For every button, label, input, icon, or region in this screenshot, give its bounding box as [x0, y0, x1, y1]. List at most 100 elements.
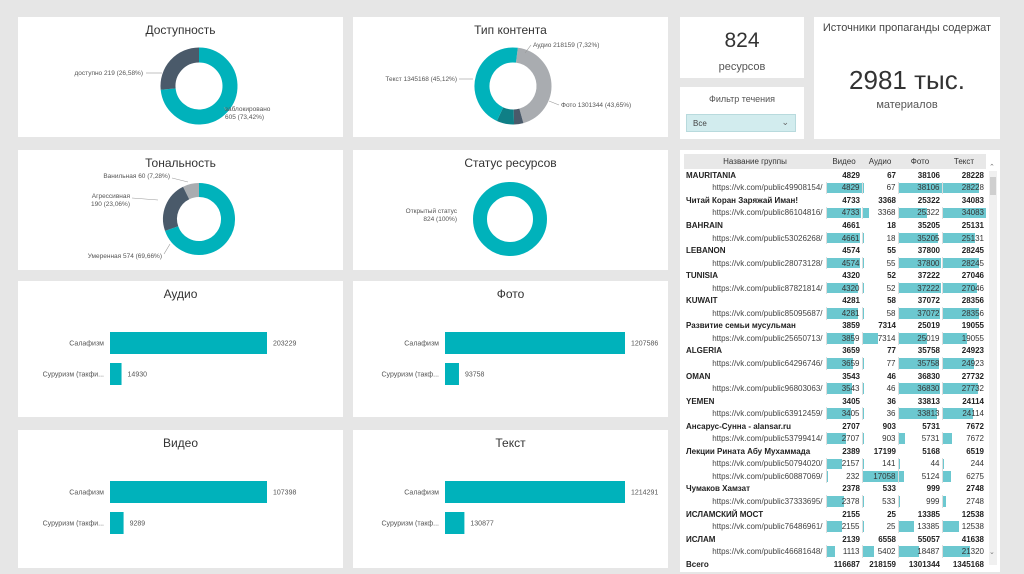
cell-name: Ансарус-Сунна - alansar.ru — [686, 421, 791, 431]
table-row-url[interactable]: https://vk.com/public50794020/2157 141 44 2… — [684, 457, 986, 471]
groups-table[interactable]: Название группы Видео Аудио Фото Текст M… — [684, 154, 986, 571]
cell-text: 19055 — [961, 321, 984, 331]
resource-status-donut[interactable]: Открытый статус 824 (100%) — [353, 150, 668, 270]
data-bar — [899, 546, 920, 557]
table-row-group[interactable]: Лекции Рината Абу Мухаммада 2389 17199 5168… — [684, 445, 986, 458]
bar-0[interactable] — [445, 481, 625, 503]
bar-card-audio[interactable]: Аудио Салафизм 203229 Суруризм (такфи... 14… — [18, 281, 343, 417]
resource-status-card[interactable]: Статус ресурсов Открытый статус 824 (100… — [353, 150, 668, 270]
table-row-url[interactable]: https://vk.com/public49908154/4829 67 3810… — [684, 181, 986, 195]
cell-value: 1113 — [842, 547, 860, 557]
slice-available[interactable] — [160, 47, 200, 90]
scroll-up-icon[interactable]: ⌃ — [989, 164, 995, 171]
table-row-url[interactable]: https://vk.com/public28073128/4574 55 3780… — [684, 256, 986, 270]
scrollbar-thumb[interactable] — [990, 177, 996, 195]
cell-audio: 533 — [861, 495, 898, 508]
col-header-audio[interactable]: Аудио — [862, 154, 898, 169]
slice-vanilla[interactable] — [183, 183, 200, 200]
cell-audio: 7314 — [878, 321, 896, 331]
table-row-url[interactable]: https://vk.com/public37333695/2378 533 999… — [684, 495, 986, 508]
table-row-group[interactable]: ИСЛАМ 2139 6558 55057 41638 — [684, 533, 986, 546]
bar-0[interactable] — [110, 332, 267, 354]
table-row-group[interactable]: OMAN 3543 46 36830 27732 — [684, 370, 986, 383]
cell-value: 4733 — [841, 208, 860, 218]
cell-value: 2155 — [841, 522, 860, 532]
content-type-card[interactable]: Тип контента Аудио 218159 (7,32%) Текст … — [353, 17, 668, 137]
table-row-url[interactable]: https://vk.com/public96803063/3543 46 3683… — [684, 382, 986, 395]
table-row-group[interactable]: MAURITANIA 4829 67 38106 28228 — [684, 169, 986, 182]
bar-0[interactable] — [445, 332, 625, 354]
availability-label-available: доступно 219 (26,58%) — [74, 70, 143, 77]
col-header-video[interactable]: Видео — [826, 154, 862, 169]
bar-1[interactable] — [110, 363, 122, 385]
table-row-group[interactable]: Ансарус-Сунна - alansar.ru 2707 903 5731 767… — [684, 420, 986, 433]
slice-audio[interactable] — [496, 107, 515, 125]
table-row-group[interactable]: Развитие семьи мусульман 3859 7314 25019 190… — [684, 320, 986, 333]
table-row-url[interactable]: https://vk.com/public85095687/4281 58 3707… — [684, 307, 986, 320]
bar-1[interactable] — [445, 512, 465, 534]
table-row-url[interactable]: https://vk.com/public76486961/2155 25 1338… — [684, 520, 986, 533]
bar-value-label: 9289 — [130, 521, 146, 528]
slicer-dropdown[interactable]: Все ⌄ — [686, 114, 796, 132]
table-row-url[interactable]: https://vk.com/public60887069/232 17058 51… — [684, 470, 986, 483]
table-row-url[interactable]: https://vk.com/public46681648/1113 5402 18… — [684, 545, 986, 558]
table-row-url[interactable]: https://vk.com/public25650713/3859 7314 25… — [684, 332, 986, 345]
bar-1[interactable] — [110, 512, 124, 534]
slice-blocked[interactable] — [160, 47, 238, 125]
bar-card-video[interactable]: Видео Салафизм 107398 Суруризм (такфи... 92… — [18, 430, 343, 568]
kpi-sources-card: Источники пропаганды содержат 2981 тыс. … — [814, 17, 1000, 139]
scroll-down-icon[interactable]: ⌄ — [989, 549, 995, 556]
bar-card-text[interactable]: Текст Салафизм 1214291 Суруризм (такф... 13… — [353, 430, 668, 568]
slice-moderate[interactable] — [165, 183, 235, 255]
slice-video[interactable] — [513, 108, 524, 125]
bar-chart-text[interactable]: Салафизм 1214291 Суруризм (такф... 130877 — [353, 430, 668, 568]
bar-chart-video[interactable]: Салафизм 107398 Суруризм (такфи... 9289 — [18, 430, 343, 568]
col-header-photo[interactable]: Фото — [898, 154, 942, 169]
tonality-donut[interactable]: Ванильная 60 (7,28%) Агрессивная 190 (23… — [18, 150, 343, 270]
bar-chart-photo[interactable]: Салафизм 1207586 Суруризм (такф... 93758 — [353, 281, 668, 417]
data-bar — [863, 257, 864, 269]
cell-photo: 35205 — [897, 231, 942, 245]
table-header-row: Название группы Видео Аудио Фото Текст — [684, 154, 986, 169]
col-header-text[interactable]: Текст — [942, 154, 986, 169]
availability-card[interactable]: Доступность доступно 219 (26,58%) заблок… — [18, 17, 343, 137]
content-type-donut[interactable]: Аудио 218159 (7,32%) Текст 1345168 (45,1… — [353, 17, 668, 137]
tonality-card[interactable]: Тональность Ванильная 60 (7,28%) Агресси… — [18, 150, 343, 270]
slice-open[interactable] — [473, 182, 547, 256]
table-row-url[interactable]: https://vk.com/public64296746/3659 77 3575… — [684, 357, 986, 370]
table-row-group[interactable]: LEBANON 4574 55 37800 28245 — [684, 244, 986, 257]
table-row-group[interactable]: ALGERIA 3659 77 35758 24923 — [684, 345, 986, 358]
cell-value: 28245 — [961, 258, 984, 268]
table-row-group[interactable]: BAHRAIN 4661 18 35205 25131 — [684, 219, 986, 232]
slice-text[interactable] — [474, 47, 518, 121]
table-row-group[interactable]: ИСЛАМСКИЙ МОСТ 2155 25 13385 12538 — [684, 508, 986, 521]
data-bar — [863, 521, 864, 532]
table-row-url[interactable]: https://vk.com/public87821814/4320 52 3722… — [684, 281, 986, 295]
table-row-group[interactable]: TUNISIA 4320 52 37222 27046 — [684, 269, 986, 282]
slice-aggressive[interactable] — [163, 186, 190, 231]
cell-photo: 36830 — [917, 371, 940, 381]
cell-value: 44 — [930, 459, 940, 469]
slice-photo[interactable] — [515, 47, 552, 124]
table-row-group[interactable]: Чумаков Хамзат 2378 533 999 2748 — [684, 483, 986, 496]
table-row-group[interactable]: KUWAIT 4281 58 37072 28356 — [684, 294, 986, 307]
table-scrollbar[interactable] — [989, 171, 997, 565]
bar-card-photo[interactable]: Фото Салафизм 1207586 Суруризм (такф... 937… — [353, 281, 668, 417]
table-row-group[interactable]: Читай Коран Заряжай Иман! 4733 3368 25322 34… — [684, 194, 986, 207]
bar-1[interactable] — [445, 363, 459, 385]
bar-0[interactable] — [110, 481, 267, 503]
table-row-url[interactable]: https://vk.com/public53799414/2707 903 573… — [684, 432, 986, 446]
col-header-name[interactable]: Название группы — [684, 154, 826, 169]
table-row-total[interactable]: Всего 116687 218159 1301344 1345168 — [684, 558, 986, 571]
data-bar — [863, 333, 878, 344]
cell-text: 24923 — [941, 357, 986, 370]
availability-donut[interactable]: доступно 219 (26,58%) заблокировано 605 … — [18, 17, 343, 137]
table-row-group[interactable]: YEMEN 3405 36 33813 24114 — [684, 395, 986, 408]
cell-video: 4320 — [842, 271, 860, 281]
cell-photo: 18487 — [897, 545, 942, 558]
table-row-url[interactable]: https://vk.com/public86104816/4733 3368 25… — [684, 206, 986, 220]
cell-video: 3859 — [825, 332, 862, 345]
table-row-url[interactable]: https://vk.com/public53026268/4661 18 3520… — [684, 231, 986, 245]
bar-chart-audio[interactable]: Салафизм 203229 Суруризм (такфи... 14930 — [18, 281, 343, 417]
table-row-url[interactable]: https://vk.com/public63912459/3405 36 3381… — [684, 407, 986, 420]
